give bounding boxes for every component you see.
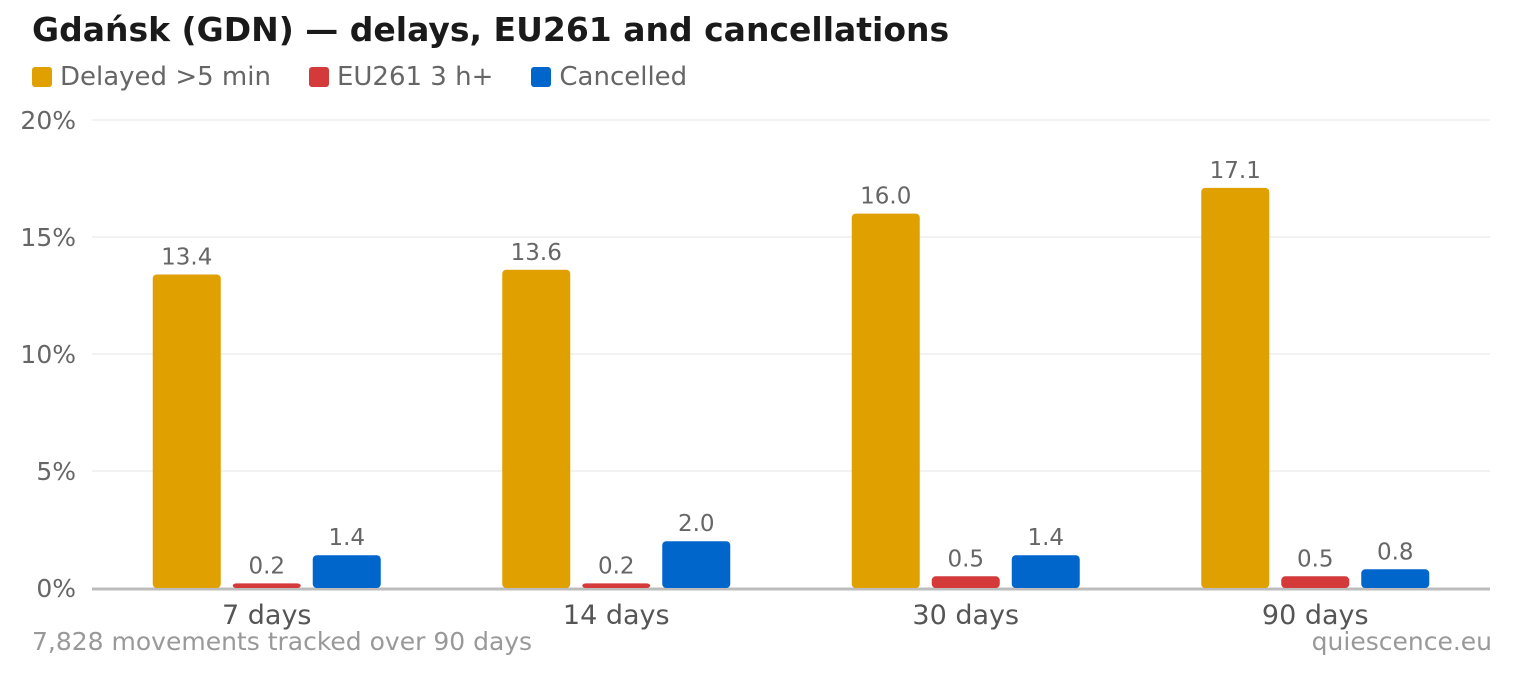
data-label-delayed: 16.0 (860, 184, 911, 210)
data-label-eu261: 0.5 (1297, 546, 1334, 572)
x-tick-label: 7 days (222, 600, 312, 631)
legend-swatch-delayed (32, 67, 52, 87)
legend-label-delayed: Delayed >5 min (60, 62, 271, 92)
y-tick-label: 10% (20, 340, 76, 369)
bar-delayed (851, 213, 920, 588)
bar-delayed (502, 269, 571, 588)
data-label-delayed: 17.1 (1210, 158, 1261, 184)
bar-cancelled (662, 541, 731, 588)
bar-cancelled (312, 555, 381, 588)
data-label-cancelled: 0.8 (1377, 539, 1414, 565)
legend-swatch-cancelled (531, 67, 552, 87)
bar-cancelled (1011, 555, 1080, 588)
bar-delayed (1201, 187, 1270, 589)
chart-title: Gdańsk (GDN) — delays, EU261 and cancell… (32, 10, 950, 49)
chart-legend: Delayed >5 min EU261 3 h+ Cancelled (32, 60, 725, 94)
data-label-cancelled: 1.4 (1027, 525, 1064, 551)
legend-label-eu261: EU261 3 h+ (336, 62, 494, 92)
data-label-eu261: 0.5 (947, 546, 984, 572)
bar-eu261 (582, 583, 651, 588)
source-credit: quiescence.eu (1311, 627, 1492, 656)
legend-item-cancelled: Cancelled (531, 62, 687, 92)
x-tick-label: 14 days (563, 600, 670, 631)
legend-item-eu261: EU261 3 h+ (308, 62, 494, 92)
y-tick-label: 5% (36, 457, 76, 486)
legend-item-delayed: Delayed >5 min (32, 62, 271, 92)
data-label-eu261: 0.2 (598, 553, 635, 579)
bar-cancelled (1361, 569, 1430, 588)
data-label-eu261: 0.2 (248, 553, 285, 579)
x-tick-label: 30 days (912, 600, 1019, 631)
y-tick-label: 15% (20, 223, 76, 252)
y-tick-label: 0% (36, 574, 76, 603)
bar-eu261 (232, 583, 301, 588)
legend-label-cancelled: Cancelled (559, 62, 688, 92)
bar-eu261 (931, 576, 1000, 588)
x-tick-label: 90 days (1262, 600, 1369, 631)
legend-swatch-eu261 (308, 67, 329, 87)
data-label-cancelled: 2.0 (678, 511, 715, 537)
y-tick-label: 20% (20, 106, 76, 135)
bar-eu261 (1281, 576, 1350, 588)
data-label-cancelled: 1.4 (328, 525, 365, 551)
data-label-delayed: 13.6 (511, 240, 562, 266)
bar-delayed (152, 274, 221, 588)
movements-footnote: 7,828 movements tracked over 90 days (32, 627, 533, 656)
data-label-delayed: 13.4 (161, 244, 212, 270)
